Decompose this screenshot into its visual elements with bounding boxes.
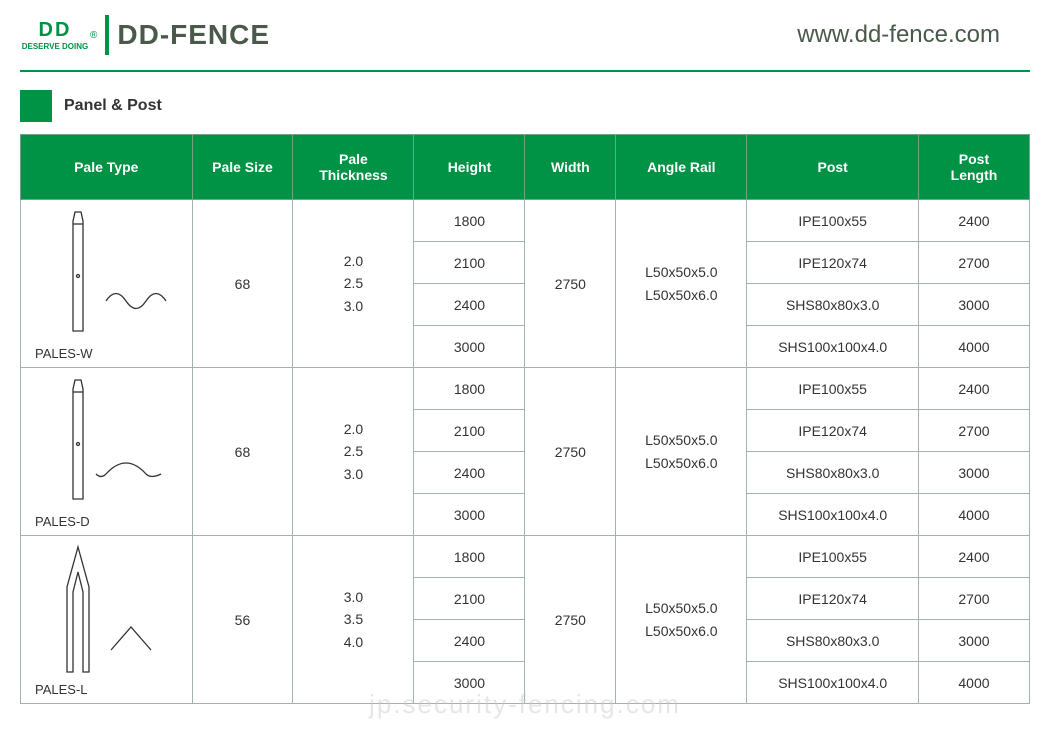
thickness-cell: 2.02.53.0 bbox=[293, 200, 414, 368]
post-length-cell: 3000 bbox=[918, 620, 1029, 662]
angle-rail-cell: L50x50x5.0L50x50x6.0 bbox=[616, 536, 747, 704]
pale-name: PALES-D bbox=[35, 514, 90, 529]
th-thickness: PaleThickness bbox=[293, 135, 414, 200]
section-title: Panel & Post bbox=[20, 90, 1030, 122]
height-cell: 3000 bbox=[414, 494, 525, 536]
width-cell: 2750 bbox=[525, 368, 616, 536]
post-length-cell: 2400 bbox=[918, 536, 1029, 578]
post-cell: IPE120x74 bbox=[747, 242, 919, 284]
height-cell: 1800 bbox=[414, 536, 525, 578]
th-height: Height bbox=[414, 135, 525, 200]
post-cell: IPE100x55 bbox=[747, 368, 919, 410]
th-pale-type: Pale Type bbox=[21, 135, 193, 200]
section-square-icon bbox=[20, 90, 52, 122]
post-length-cell: 4000 bbox=[918, 662, 1029, 704]
post-cell: IPE100x55 bbox=[747, 536, 919, 578]
website-url: www.dd-fence.com bbox=[797, 21, 1030, 49]
table-row: PALES-L563.03.54.018002750L50x50x5.0L50x… bbox=[21, 536, 1030, 578]
section-label: Panel & Post bbox=[64, 97, 162, 115]
pale-size-cell: 56 bbox=[192, 536, 293, 704]
post-cell: SHS100x100x4.0 bbox=[747, 662, 919, 704]
height-cell: 1800 bbox=[414, 368, 525, 410]
logo-tagline: DESERVE DOING bbox=[22, 42, 89, 51]
header-underline bbox=[20, 70, 1030, 72]
brand-divider bbox=[105, 15, 109, 55]
header: DD DESERVE DOING ® DD-FENCE www.dd-fence… bbox=[0, 0, 1050, 70]
post-length-cell: 2700 bbox=[918, 242, 1029, 284]
angle-rail-cell: L50x50x5.0L50x50x6.0 bbox=[616, 368, 747, 536]
pale-size-cell: 68 bbox=[192, 200, 293, 368]
pale-type-cell: PALES-L bbox=[21, 536, 193, 704]
table-header-row: Pale Type Pale Size PaleThickness Height… bbox=[21, 135, 1030, 200]
height-cell: 3000 bbox=[414, 326, 525, 368]
pale-type-cell: PALES-D bbox=[21, 368, 193, 536]
post-length-cell: 2400 bbox=[918, 200, 1029, 242]
height-cell: 2100 bbox=[414, 242, 525, 284]
th-post-length: PostLength bbox=[918, 135, 1029, 200]
th-pale-size: Pale Size bbox=[192, 135, 293, 200]
th-angle-rail: Angle Rail bbox=[616, 135, 747, 200]
post-cell: SHS100x100x4.0 bbox=[747, 494, 919, 536]
post-length-cell: 4000 bbox=[918, 326, 1029, 368]
height-cell: 1800 bbox=[414, 200, 525, 242]
post-length-cell: 4000 bbox=[918, 494, 1029, 536]
post-cell: IPE120x74 bbox=[747, 578, 919, 620]
pale-illustration: PALES-W bbox=[27, 206, 186, 361]
pale-illustration: PALES-D bbox=[27, 374, 186, 529]
post-cell: SHS80x80x3.0 bbox=[747, 452, 919, 494]
height-cell: 2100 bbox=[414, 578, 525, 620]
pale-illustration: PALES-L bbox=[27, 542, 186, 697]
post-length-cell: 2700 bbox=[918, 410, 1029, 452]
table-row: PALES-D682.02.53.018002750L50x50x5.0L50x… bbox=[21, 368, 1030, 410]
post-cell: SHS100x100x4.0 bbox=[747, 326, 919, 368]
height-cell: 2400 bbox=[414, 620, 525, 662]
th-width: Width bbox=[525, 135, 616, 200]
width-cell: 2750 bbox=[525, 200, 616, 368]
post-length-cell: 2700 bbox=[918, 578, 1029, 620]
logo: DD DESERVE DOING ® bbox=[20, 10, 97, 60]
height-cell: 2400 bbox=[414, 452, 525, 494]
pale-type-cell: PALES-W bbox=[21, 200, 193, 368]
thickness-cell: 2.02.53.0 bbox=[293, 368, 414, 536]
logo-dd-text: DD bbox=[39, 19, 72, 42]
post-cell: IPE100x55 bbox=[747, 200, 919, 242]
post-length-cell: 3000 bbox=[918, 284, 1029, 326]
post-cell: IPE120x74 bbox=[747, 410, 919, 452]
height-cell: 2400 bbox=[414, 284, 525, 326]
height-cell: 2100 bbox=[414, 410, 525, 452]
post-cell: SHS80x80x3.0 bbox=[747, 284, 919, 326]
registered-mark: ® bbox=[90, 30, 97, 41]
pale-name: PALES-L bbox=[35, 682, 88, 697]
angle-rail-cell: L50x50x5.0L50x50x6.0 bbox=[616, 200, 747, 368]
table-row: PALES-W682.02.53.018002750L50x50x5.0L50x… bbox=[21, 200, 1030, 242]
height-cell: 3000 bbox=[414, 662, 525, 704]
pale-name: PALES-W bbox=[35, 346, 93, 361]
brand: DD-FENCE bbox=[105, 15, 270, 55]
thickness-cell: 3.03.54.0 bbox=[293, 536, 414, 704]
width-cell: 2750 bbox=[525, 536, 616, 704]
specifications-table: Pale Type Pale Size PaleThickness Height… bbox=[20, 134, 1030, 704]
logo-mark: DD DESERVE DOING bbox=[20, 10, 90, 60]
pale-size-cell: 68 bbox=[192, 368, 293, 536]
post-cell: SHS80x80x3.0 bbox=[747, 620, 919, 662]
brand-name: DD-FENCE bbox=[117, 19, 270, 51]
th-post: Post bbox=[747, 135, 919, 200]
post-length-cell: 2400 bbox=[918, 368, 1029, 410]
post-length-cell: 3000 bbox=[918, 452, 1029, 494]
